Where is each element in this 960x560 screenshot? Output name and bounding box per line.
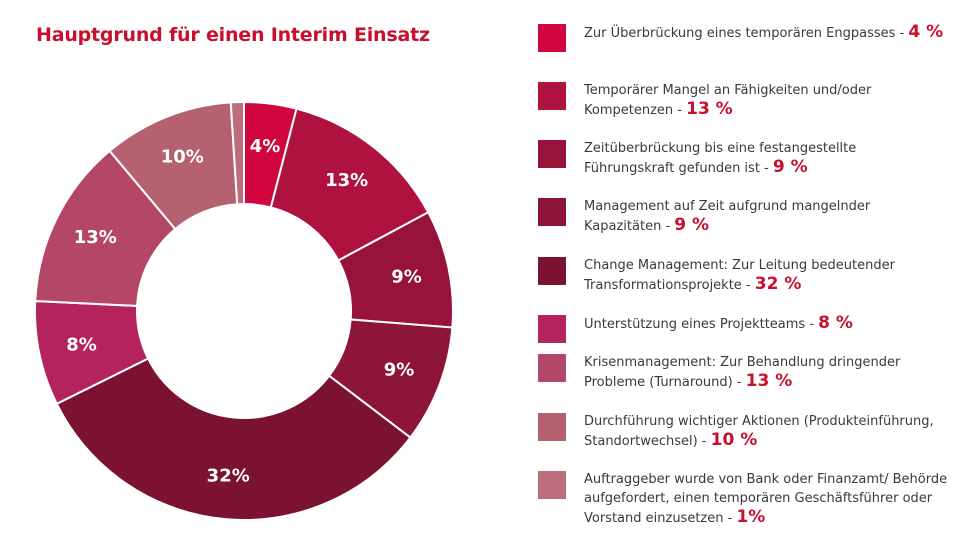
legend-percentage: 9 % xyxy=(772,157,808,177)
legend-percentage: 4 % xyxy=(908,22,944,42)
legend-label-text: Auftraggeber wurde von Bank oder Finanza… xyxy=(584,472,948,526)
legend-percentage: 1% xyxy=(736,507,766,527)
legend-swatch xyxy=(538,24,566,52)
legend-label-text: Durchführung wichtiger Aktionen (Produkt… xyxy=(584,414,934,449)
legend-label-text: Zur Überbrückung eines temporären Engpas… xyxy=(584,26,909,41)
legend-label-text: Change Management: Zur Leitung bedeutend… xyxy=(584,258,895,293)
legend-percentage: 32 % xyxy=(754,274,802,294)
legend-label-text: Unterstützung eines Projektteams - xyxy=(584,317,819,332)
legend-label-text: Management auf Zeit aufgrund mangelnder … xyxy=(584,199,871,234)
legend-label: Zeitüberbrückung bis eine festangestellt… xyxy=(584,139,948,178)
slice-value-label: 13% xyxy=(325,170,368,191)
legend-swatch xyxy=(538,354,566,382)
legend-swatch xyxy=(538,82,566,110)
slice-value-label: 8% xyxy=(66,334,97,355)
slice-value-label: 9% xyxy=(384,360,415,381)
legend-label-text: Temporärer Mangel an Fähigkeiten und/ode… xyxy=(584,83,872,118)
donut-svg: 4% 13% 9% 9% 32% 8% 13% 10% xyxy=(34,100,454,521)
slice-value-label: 10% xyxy=(161,146,204,167)
legend-percentage: 10 % xyxy=(710,430,758,450)
legend-label: Management auf Zeit aufgrund mangelnder … xyxy=(584,197,948,236)
legend-swatch xyxy=(538,315,566,343)
legend-label: Auftraggeber wurde von Bank oder Finanza… xyxy=(584,470,948,528)
legend-label-text: Zeitüberbrückung bis eine festangestellt… xyxy=(584,141,857,176)
donut-chart: 4% 13% 9% 9% 32% 8% 13% 10% xyxy=(34,100,454,521)
legend-swatch xyxy=(538,413,566,441)
slice-value-label: 32% xyxy=(207,466,250,487)
legend-swatch xyxy=(538,198,566,226)
donut-slice xyxy=(55,357,412,521)
legend-label: Unterstützung eines Projektteams - 8 % xyxy=(584,314,948,334)
legend-percentage: 9 % xyxy=(674,215,710,235)
legend-percentage: 13 % xyxy=(745,371,793,391)
legend-label: Temporärer Mangel an Fähigkeiten und/ode… xyxy=(584,81,948,120)
chart-title: Hauptgrund für einen Interim Einsatz xyxy=(36,24,430,46)
slice-value-label: 9% xyxy=(391,267,422,288)
donut-slice xyxy=(229,100,245,206)
legend-label: Durchführung wichtiger Aktionen (Produkt… xyxy=(584,412,948,451)
legend-percentage: 13 % xyxy=(686,99,733,119)
legend-label: Change Management: Zur Leitung bedeutend… xyxy=(584,256,948,295)
legend-label-text: Krisenmanagement: Zur Behandlung dringen… xyxy=(584,355,901,390)
slice-value-label: 4% xyxy=(250,136,281,157)
legend-swatch xyxy=(538,257,566,285)
legend-swatch xyxy=(538,140,566,168)
legend-swatch xyxy=(538,471,566,499)
slice-value-label: 13% xyxy=(74,227,117,248)
legend-label: Krisenmanagement: Zur Behandlung dringen… xyxy=(584,353,948,392)
legend-percentage: 8 % xyxy=(818,313,853,333)
legend-label: Zur Überbrückung eines temporären Engpas… xyxy=(584,23,948,43)
